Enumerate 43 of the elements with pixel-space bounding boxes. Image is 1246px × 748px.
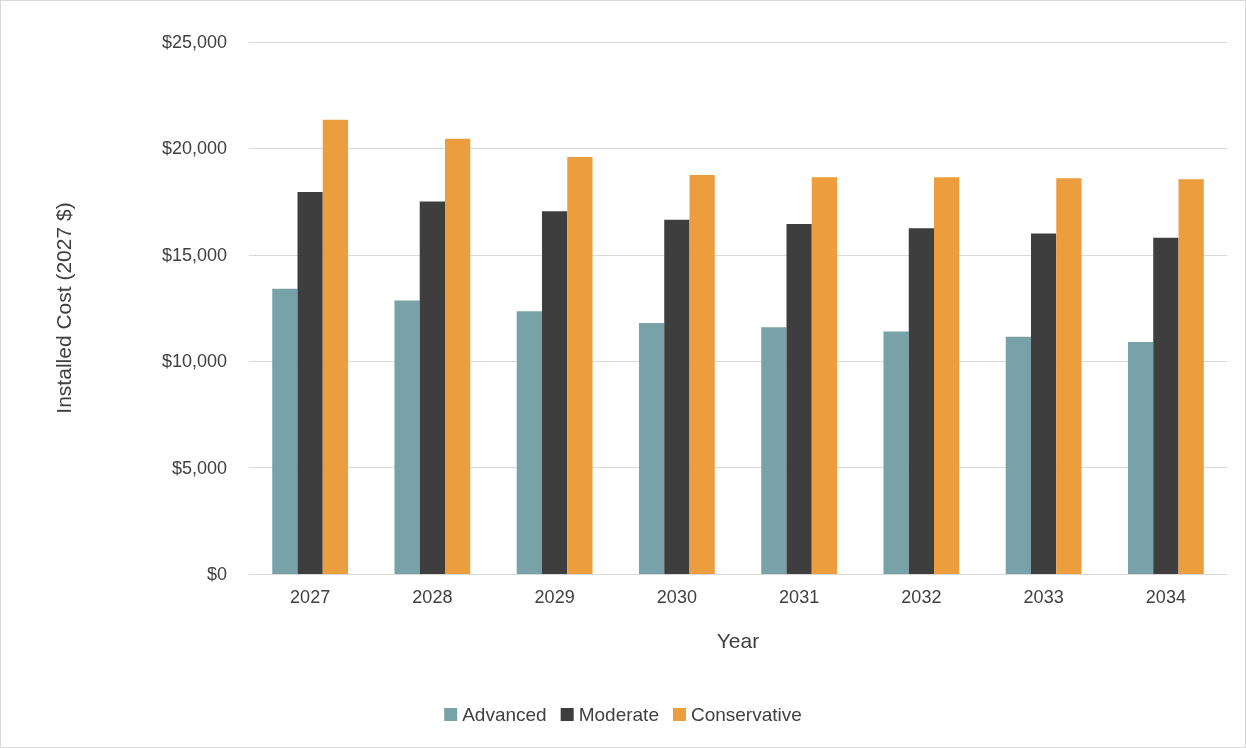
bar xyxy=(541,211,568,574)
x-tick-label: 2030 xyxy=(656,587,697,607)
y-tick-label: $25,000 xyxy=(161,32,227,52)
bar xyxy=(664,219,690,574)
bar xyxy=(761,327,787,574)
bar xyxy=(322,119,349,574)
y-tick-label: $0 xyxy=(206,564,227,584)
bar xyxy=(786,223,812,574)
bar xyxy=(516,311,542,574)
x-tick-label: 2034 xyxy=(1145,587,1186,607)
bar xyxy=(445,138,471,574)
bar xyxy=(297,192,323,574)
bar xyxy=(1153,237,1179,574)
y-tick-label: $20,000 xyxy=(161,138,227,159)
x-tick-label: 2033 xyxy=(1023,587,1064,607)
bar xyxy=(1030,233,1057,574)
bar xyxy=(934,177,960,574)
bar xyxy=(567,156,593,574)
bar xyxy=(1005,336,1031,574)
legend-label: Conservative xyxy=(690,704,802,725)
y-axis-title: Installed Cost (2027 $) xyxy=(52,202,75,414)
x-axis-title: Year xyxy=(716,629,760,652)
y-tick-label: $15,000 xyxy=(161,244,227,265)
x-tick-label: 2027 xyxy=(290,587,331,607)
bar xyxy=(272,288,298,574)
x-tick-label: 2031 xyxy=(779,587,820,607)
x-tick-label: 2032 xyxy=(901,587,942,607)
bar xyxy=(908,228,935,574)
x-tick-label: 2029 xyxy=(534,587,575,607)
bar xyxy=(1056,178,1082,574)
bar xyxy=(1178,179,1204,574)
bar xyxy=(394,300,420,574)
legend-label: Moderate xyxy=(578,704,659,725)
bar xyxy=(419,201,446,574)
legend-label: Advanced xyxy=(462,704,547,725)
bar xyxy=(638,322,665,574)
bar xyxy=(689,175,715,574)
y-tick-label: $5,000 xyxy=(171,457,227,478)
y-tick-label: $10,000 xyxy=(161,351,227,372)
bar xyxy=(883,331,909,574)
bar xyxy=(811,177,838,574)
x-tick-label: 2028 xyxy=(412,587,453,607)
bar xyxy=(1127,342,1154,574)
